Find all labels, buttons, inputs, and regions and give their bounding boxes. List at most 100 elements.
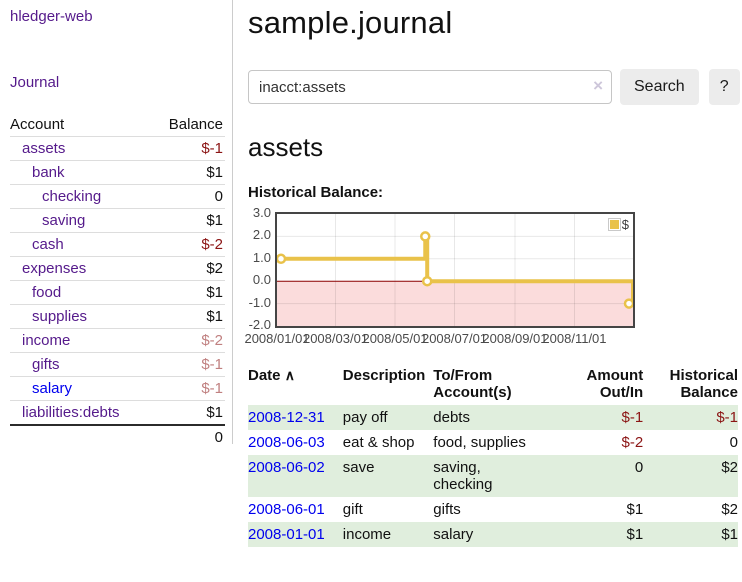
accounts-total-row: 0 — [10, 425, 225, 449]
column-header-date[interactable]: Date ∧ — [248, 365, 343, 405]
transaction-description: pay off — [342, 409, 388, 426]
account-link-liabilities-debts[interactable]: liabilities:debts — [22, 404, 120, 421]
column-header-balance: Historical Balance — [669, 367, 738, 401]
clear-search-icon[interactable]: × — [593, 76, 603, 95]
chart-legend: $ — [607, 217, 629, 232]
account-link-salary[interactable]: salary — [32, 380, 73, 397]
chart-title: Historical Balance: — [248, 184, 384, 201]
account-row: supplies $1 — [10, 304, 225, 329]
transaction-amount: $1 — [626, 526, 644, 543]
account-link-bank[interactable]: bank — [32, 164, 65, 181]
search-input[interactable] — [248, 70, 612, 104]
account-balance: $1 — [206, 404, 223, 421]
account-link-expenses[interactable]: expenses — [22, 260, 87, 277]
account-row: liabilities:debts $1 — [10, 400, 225, 426]
transaction-row: 2008-06-02 save saving, checking 0 $2 — [248, 455, 738, 497]
transaction-date-link[interactable]: 2008-06-03 — [248, 434, 325, 451]
account-balance: $1 — [206, 284, 223, 301]
y-tick-label: -1.0 — [248, 294, 271, 310]
app-brand-link[interactable]: hledger-web — [10, 8, 93, 25]
column-header-accounts: To/From Account(s) — [433, 367, 512, 401]
chart-plot-area[interactable]: $ — [275, 212, 635, 328]
search-bar: × Search ? — [248, 69, 742, 105]
column-header-amount: Amount Out/In — [586, 367, 644, 401]
transaction-amount: $1 — [626, 501, 644, 518]
transaction-amount: 0 — [634, 459, 644, 476]
transaction-balance: $2 — [721, 459, 738, 476]
transaction-accounts: salary — [433, 526, 474, 543]
account-row: assets $-1 — [10, 136, 225, 161]
transactions-header-row: Date ∧ Description To/From Account(s) Am… — [248, 365, 738, 405]
account-row: income $-2 — [10, 328, 225, 353]
column-header-description: Description — [342, 367, 426, 384]
sidebar: hledger-web Journal Account Balance asse… — [0, 0, 233, 446]
transaction-date-link[interactable]: 2008-06-02 — [248, 459, 325, 476]
help-button[interactable]: ? — [708, 69, 740, 105]
account-link-cash[interactable]: cash — [32, 236, 64, 253]
accounts-header-row: Account Balance — [10, 113, 225, 137]
accounts-header-balance: Balance — [168, 116, 223, 133]
account-link-saving[interactable]: saving — [42, 212, 86, 229]
account-row: expenses $2 — [10, 256, 225, 281]
account-link-supplies[interactable]: supplies — [32, 308, 88, 325]
x-tick-label: 2008/09/01 — [482, 331, 548, 346]
transaction-description: gift — [342, 501, 363, 518]
y-tick-label: -2.0 — [248, 317, 271, 332]
accounts-total-value: 0 — [214, 429, 223, 446]
x-tick-label: 2008/05/01 — [362, 331, 428, 346]
transactions-table: Date ∧ Description To/From Account(s) Am… — [248, 365, 738, 547]
chart-x-axis: 2008/01/01 2008/03/01 2008/05/01 2008/07/01… — [244, 331, 637, 348]
account-link-assets[interactable]: assets — [22, 140, 66, 157]
account-link-income[interactable]: income — [22, 332, 71, 349]
transaction-amount: $-1 — [621, 409, 644, 426]
transaction-amount: $-2 — [621, 434, 644, 451]
accounts-header-account: Account — [10, 116, 65, 133]
search-button[interactable]: Search — [620, 69, 699, 105]
account-heading: assets — [248, 132, 324, 162]
account-link-food[interactable]: food — [32, 284, 62, 301]
transaction-row: 2008-06-03 eat & shop food, supplies $-2… — [248, 430, 738, 455]
transaction-description: save — [342, 459, 375, 476]
x-tick-label: 2008/01/01 — [244, 331, 310, 346]
chart-y-axis: 3.0 2.0 1.0 0.0 -1.0 -2.0 — [248, 205, 273, 332]
y-tick-label: 1.0 — [252, 249, 271, 265]
account-row: food $1 — [10, 280, 225, 305]
account-link-gifts[interactable]: gifts — [32, 356, 60, 373]
account-row: saving $1 — [10, 208, 225, 233]
date-header-label: Date — [248, 367, 281, 384]
page-title: sample.journal — [248, 5, 453, 40]
transaction-date-link[interactable]: 2008-01-01 — [248, 526, 325, 543]
transaction-balance: $1 — [721, 526, 738, 543]
transaction-accounts: saving, checking — [433, 459, 493, 493]
transaction-accounts: debts — [433, 409, 470, 426]
transaction-balance: $-1 — [716, 409, 738, 426]
transaction-date-link[interactable]: 2008-06-01 — [248, 501, 325, 518]
account-row: bank $1 — [10, 160, 225, 185]
account-link-checking[interactable]: checking — [42, 188, 102, 205]
account-balance: 0 — [214, 188, 223, 205]
y-tick-label: 3.0 — [252, 205, 271, 220]
account-balance: $-2 — [201, 332, 223, 349]
account-balance: $-1 — [201, 140, 223, 157]
legend-label: $ — [621, 217, 629, 232]
balance-chart[interactable]: 3.0 2.0 1.0 0.0 -1.0 -2.0 $ 2008/01/01 2008/03… — [244, 205, 742, 348]
x-tick-label: 2008/07/01 — [421, 331, 488, 346]
transaction-accounts: food, supplies — [433, 434, 526, 451]
account-row: cash $-2 — [10, 232, 225, 257]
chart-canvas — [277, 214, 633, 326]
nav-journal-link[interactable]: Journal — [10, 74, 60, 91]
account-balance: $-1 — [201, 356, 223, 373]
transaction-row: 2008-06-01 gift gifts $1 $2 — [248, 497, 738, 522]
transaction-balance: $2 — [721, 501, 738, 518]
sort-ascending-icon: ∧ — [284, 367, 295, 383]
transaction-date-link[interactable]: 2008-12-31 — [248, 409, 325, 426]
account-balance: $-1 — [201, 380, 223, 397]
account-balance: $-2 — [201, 236, 223, 253]
account-row: salary $-1 — [10, 376, 225, 401]
y-tick-label: 0.0 — [252, 272, 271, 288]
account-balance: $1 — [206, 308, 223, 325]
y-tick-label: 2.0 — [252, 227, 271, 243]
transaction-description: income — [342, 526, 392, 543]
account-row: gifts $-1 — [10, 352, 225, 377]
transaction-accounts: gifts — [433, 501, 461, 518]
